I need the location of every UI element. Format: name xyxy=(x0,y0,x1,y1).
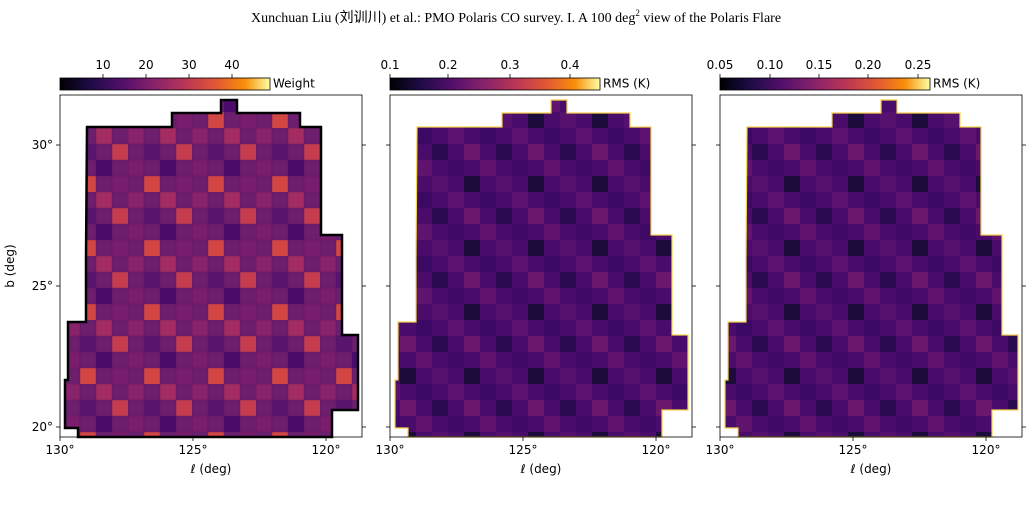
colorbar-tick-label: 0.15 xyxy=(806,58,833,72)
axes-frame xyxy=(59,94,363,438)
header-sup: 2 xyxy=(635,8,640,18)
header-tail: view of the Polaris Flare xyxy=(640,11,781,26)
header-text: Xunchuan Liu (刘训川) et al.: PMO Polaris C… xyxy=(251,10,635,26)
colorbar-label: Weight xyxy=(273,77,315,91)
footprint-map xyxy=(394,99,689,438)
x-tick-label: 120° xyxy=(642,443,671,457)
x-tick-label: 130° xyxy=(376,443,405,457)
colorbar-tick-label: 0.10 xyxy=(757,58,784,72)
y-tick-label: 30° xyxy=(32,138,53,152)
colorbar xyxy=(719,77,931,91)
colorbar-tick-label: 0.05 xyxy=(707,58,734,72)
panel: RMS (K) 0.05 0.10 0.15 0.20 0.25 130° 125° 120° ℓ… xyxy=(706,58,1026,476)
header: Xunchuan Liu (刘训川) et al.: PMO Polaris C… xyxy=(251,8,781,26)
colorbar-tick-label: 0.20 xyxy=(855,58,882,72)
colorbar-tick-label: 20 xyxy=(138,58,153,72)
colorbar-tick-label: 30 xyxy=(181,58,196,72)
colorbar-tick-label: 10 xyxy=(95,58,110,72)
axes-frame xyxy=(719,94,1023,438)
axes-frame xyxy=(389,94,693,438)
panel: RMS (K) 0.1 0.2 0.3 0.4 130° 125° 120° ℓ (deg) xyxy=(376,58,696,476)
footprint-map xyxy=(724,99,1019,438)
y-tick-label: 25° xyxy=(32,279,53,293)
panel: Weight 10 20 30 40 130° 125° 120° 30° 25° 20° ℓ (de… xyxy=(32,58,366,476)
colorbar-label: RMS (K) xyxy=(603,77,650,91)
x-tick-label: 125° xyxy=(509,443,538,457)
colorbar-tick-label: 0.25 xyxy=(905,58,932,72)
x-tick-label: 120° xyxy=(312,443,341,457)
x-label: ℓ (deg) xyxy=(190,462,232,476)
colorbar xyxy=(59,77,271,91)
footprint-map xyxy=(63,98,360,439)
x-label: ℓ (deg) xyxy=(520,462,562,476)
colorbar xyxy=(389,77,601,91)
y-label: b (deg) xyxy=(3,244,17,287)
x-tick-label: 125° xyxy=(179,443,208,457)
colorbar-tick-label: 0.2 xyxy=(438,58,457,72)
x-tick-label: 130° xyxy=(46,443,75,457)
colorbar-tick-label: 40 xyxy=(224,58,239,72)
x-tick-label: 125° xyxy=(839,443,868,457)
colorbar-label: RMS (K) xyxy=(933,77,980,91)
x-label: ℓ (deg) xyxy=(850,462,892,476)
colorbar-tick-label: 0.4 xyxy=(560,58,579,72)
colorbar-tick-label: 0.1 xyxy=(380,58,399,72)
x-tick-label: 120° xyxy=(972,443,1001,457)
y-tick-label: 20° xyxy=(32,420,53,434)
colorbar-tick-label: 0.3 xyxy=(500,58,519,72)
x-tick-label: 130° xyxy=(706,443,735,457)
